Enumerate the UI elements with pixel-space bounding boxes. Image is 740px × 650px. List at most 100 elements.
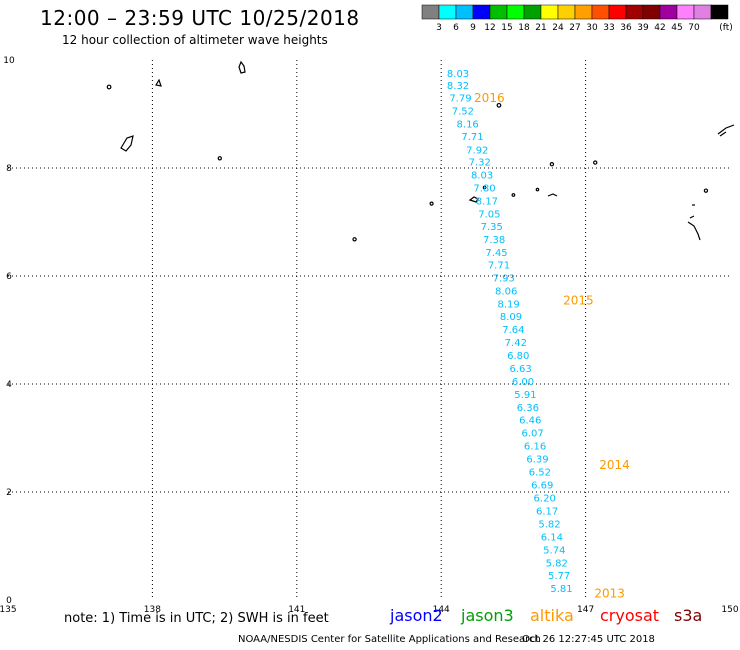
wave-height-label: 7.93 [493, 274, 515, 285]
island-shape [106, 84, 112, 90]
time-label: 2013 [594, 587, 625, 601]
legend-swatch [710, 4, 729, 20]
wave-height-label: 6.39 [526, 455, 548, 466]
legend-tick-label: 12 [484, 23, 495, 33]
lat-tick-label: 0 [6, 596, 12, 606]
lat-tick-label: 10 [3, 56, 15, 66]
legend-tick-label: 70 [688, 23, 700, 33]
legend-tick-label: 45 [671, 23, 682, 33]
island-shape [593, 160, 598, 165]
island-shape [155, 78, 162, 87]
island-shape [511, 193, 516, 197]
wave-height-label: 8.06 [495, 287, 517, 298]
wave-height-label: 7.71 [488, 261, 510, 272]
island-shape [703, 188, 709, 193]
island-shape [717, 124, 735, 137]
time-label: 2015 [563, 293, 594, 307]
wave-height-label: 6.80 [507, 351, 529, 362]
satellite-altika: altika [530, 606, 574, 625]
wave-height-label: 5.74 [543, 545, 565, 556]
wave-height-label: 7.42 [505, 338, 527, 349]
wave-height-label: 8.17 [476, 196, 498, 207]
wave-height-label: 6.36 [517, 403, 539, 414]
wave-height-label: 8.03 [447, 69, 469, 80]
island-shape [120, 135, 134, 152]
wave-height-label: 7.64 [502, 325, 524, 336]
wave-height-label: 7.52 [452, 106, 474, 117]
satellite-jason2: jason2 [390, 606, 443, 625]
legend-tick-label: 42 [654, 23, 665, 33]
wave-height-label: 7.32 [469, 158, 491, 169]
time-label: 2014 [599, 458, 630, 472]
wave-height-label: 8.19 [497, 300, 519, 311]
island-shape [482, 185, 487, 190]
island-shape [238, 60, 246, 74]
wave-height-label: 6.14 [541, 532, 563, 543]
lon-tick-label: 138 [144, 605, 161, 615]
wave-height-label: 6.17 [536, 506, 558, 517]
island-shape [687, 215, 701, 241]
legend-tick-label: 30 [586, 23, 598, 33]
island-shape [496, 102, 502, 108]
wave-height-label: 5.77 [548, 571, 570, 582]
legend-tick-label: 9 [470, 23, 476, 33]
wave-height-label: 6.52 [529, 468, 551, 479]
wave-height-label: 7.38 [483, 235, 505, 246]
wave-height-label: 7.35 [481, 222, 503, 233]
wave-height-label: 8.16 [457, 119, 479, 130]
wave-height-label: 6.07 [522, 429, 544, 440]
island-shape [217, 156, 222, 161]
wave-height-label: 8.32 [447, 81, 469, 92]
lon-tick-label: 144 [433, 605, 450, 615]
wave-height-label: 5.82 [546, 558, 568, 569]
satellite-s3a: s3a [674, 606, 703, 625]
map-subtitle: 12 hour collection of altimeter wave hei… [62, 33, 328, 47]
legend-tick-label: 21 [535, 23, 546, 33]
lat-tick-label: 6 [6, 272, 12, 282]
island-shape [468, 196, 479, 203]
wave-height-label: 5.82 [538, 519, 560, 530]
lat-tick-label: 2 [6, 488, 12, 498]
legend-tick-label: 33 [603, 23, 614, 33]
wave-height-label: 7.71 [461, 132, 483, 143]
wave-height-label: 6.00 [512, 377, 534, 388]
island-shape [352, 237, 357, 242]
wave-height-label: 5.81 [550, 584, 572, 595]
legend-tick-label: 36 [620, 23, 632, 33]
credit-text: NOAA/NESDIS Center for Satellite Applica… [238, 634, 541, 645]
wave-height-label: 6.16 [524, 442, 546, 453]
satellite-cryosat: cryosat [600, 606, 660, 625]
wave-height-label: 6.63 [509, 364, 531, 375]
footer-note: note: 1) Time is in UTC; 2) SWH is in fe… [64, 611, 329, 626]
wave-height-label: 6.46 [519, 416, 541, 427]
legend-tick-label: 24 [552, 23, 564, 33]
legend-tick-label: 27 [569, 23, 580, 33]
lon-tick-label: 150 [721, 605, 738, 615]
map-title: 12:00 – 23:59 UTC 10/25/2018 [40, 6, 360, 30]
color-legend: 3 6 9 12 15 18 21 24 27 30 33 36 39 42 45 70 (ft) [421, 4, 733, 33]
wave-height-label: 8.03 [471, 171, 493, 182]
wave-height-label: 7.05 [478, 209, 500, 220]
wave-height-label: 7.79 [449, 93, 471, 104]
legend-tick-label: 15 [501, 23, 512, 33]
legend-tick-label: 39 [637, 23, 649, 33]
wave-height-label: 6.69 [531, 481, 553, 492]
island-shape [549, 162, 555, 167]
lon-tick-label: 135 [0, 605, 17, 615]
wave-height-label: 5.91 [514, 390, 536, 401]
satellite-jason3: jason3 [461, 606, 514, 625]
legend-tick-label: 18 [518, 23, 530, 33]
lon-tick-label: 147 [577, 605, 594, 615]
generated-timestamp: Oct 26 12:27:45 UTC 2018 [522, 634, 655, 645]
lat-tick-label: 4 [6, 380, 12, 390]
time-label: 2016 [474, 91, 505, 105]
wave-height-label: 7.80 [473, 184, 495, 195]
legend-unit: (ft) [719, 23, 733, 33]
legend-tick-label: 6 [453, 23, 459, 33]
island-shape [429, 201, 434, 206]
island-shape [535, 187, 540, 192]
wave-height-label: 7.92 [466, 146, 488, 157]
wave-height-label: 6.20 [534, 493, 556, 504]
island-shape [547, 193, 558, 197]
